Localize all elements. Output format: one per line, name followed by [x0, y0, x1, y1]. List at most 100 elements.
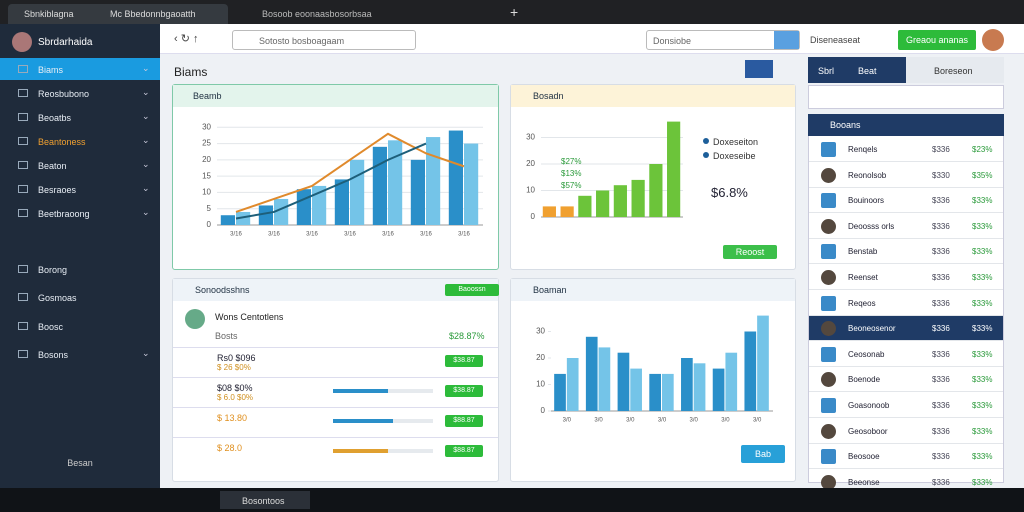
button[interactable]: Bab	[741, 445, 785, 463]
tab-bar: Sbnkiblagna Mc Bbedonnbgaoatth Bosoob eo…	[0, 0, 1024, 24]
row-price: $336	[932, 349, 950, 359]
x-tick-label: 3/16	[306, 232, 318, 238]
legend-swatch	[703, 138, 709, 144]
row-price: $336	[932, 452, 950, 462]
nav-arrow: ⌄	[142, 111, 150, 121]
row-button[interactable]: $38.87	[445, 355, 483, 367]
tab-label[interactable]: Beat	[858, 66, 877, 76]
row-icon	[821, 449, 836, 465]
list-row[interactable]	[809, 214, 1003, 239]
nav-icon	[18, 113, 28, 121]
list-row[interactable]	[809, 444, 1003, 470]
bar	[258, 205, 273, 225]
row-price: $336	[932, 426, 950, 436]
address-bar[interactable]: Sotosto bosboagaam	[232, 30, 416, 50]
link[interactable]: Diseneaseat	[810, 35, 861, 45]
list-row[interactable]	[809, 291, 1003, 316]
row-change: $33%	[972, 375, 993, 385]
button[interactable]: Reoost	[723, 245, 777, 259]
annotation: $27%	[561, 157, 582, 166]
row-divider	[173, 347, 498, 348]
avatar[interactable]	[982, 29, 1004, 51]
row-icon	[821, 167, 836, 183]
row-name: Reenset	[848, 273, 878, 282]
y-tick-label: 25	[202, 139, 211, 148]
nav-label: Beoatbs	[38, 113, 72, 123]
search[interactable]: Donsiobe	[646, 30, 800, 50]
x-tick-label: 3/0	[690, 418, 699, 424]
nav-label: Biams	[38, 65, 64, 75]
list-row[interactable]	[809, 188, 1003, 214]
x-tick-label: 3/0	[563, 418, 572, 424]
x-tick-label: 3/0	[721, 418, 730, 424]
tool-row[interactable]	[808, 85, 1004, 109]
primary-button[interactable]: Greaou ananas	[898, 30, 976, 50]
nav-item[interactable]	[0, 58, 160, 80]
y-tick-label: 30	[526, 133, 535, 142]
list-row[interactable]	[809, 393, 1003, 418]
y-tick-label: 5	[207, 204, 212, 213]
nav-arrow: ⌄	[142, 159, 150, 169]
row-change: $33%	[972, 221, 993, 231]
row-label: $ 28.0	[217, 443, 243, 453]
list-row[interactable]	[809, 163, 1003, 188]
list-row[interactable]	[809, 367, 1003, 393]
bar	[617, 352, 630, 411]
row-icon	[821, 398, 836, 413]
tab[interactable]	[8, 4, 228, 24]
row-button[interactable]: $88.87	[445, 415, 483, 427]
panel-header: Sonoodsshns	[173, 279, 498, 301]
row-label: Rs0 $096	[217, 353, 256, 363]
list-row[interactable]	[809, 419, 1003, 444]
column: Bosts	[215, 331, 238, 341]
nav[interactable]: ‹ ↻ ↑	[174, 33, 199, 45]
nav-icon	[18, 321, 28, 330]
list-row[interactable]	[809, 137, 1003, 162]
panel: Bosadn Pospnoobritoirtss0102030Doxeseito…	[510, 84, 796, 270]
x-tick-label: 3/16	[344, 232, 356, 238]
row-name: Beeonse	[848, 477, 880, 487]
row-change: $23%	[972, 145, 993, 154]
bar	[596, 190, 610, 217]
row-name: Ceosonab	[848, 349, 885, 359]
view-button[interactable]	[745, 60, 773, 78]
sidebar-footer[interactable]: Besan	[67, 458, 93, 468]
list-row[interactable]	[809, 265, 1003, 290]
taskbar-app[interactable]	[220, 491, 310, 509]
total: $28.87%	[449, 331, 485, 341]
legend-swatch	[703, 152, 709, 158]
row-divider	[173, 437, 498, 438]
bar	[693, 363, 706, 411]
list-row[interactable]	[809, 239, 1003, 265]
list	[808, 114, 1004, 483]
legend-label: Doxeseiton	[713, 137, 759, 147]
nav-label: Reosbubono	[38, 89, 90, 99]
tab[interactable]	[906, 57, 1004, 83]
row-change: $35%	[972, 170, 993, 180]
search-button[interactable]	[774, 31, 799, 49]
badge[interactable]: Baoossn	[445, 284, 499, 296]
row-name: Reqeos	[848, 298, 876, 308]
bar	[410, 159, 425, 225]
nav-label: Bosons	[38, 350, 69, 360]
row-name: Boenode	[848, 375, 881, 385]
new-tab[interactable]: +	[510, 4, 519, 20]
list-row[interactable]	[809, 342, 1003, 367]
tab-label[interactable]: Sbrl	[818, 66, 835, 76]
tab-label[interactable]: Boreseon	[934, 66, 973, 76]
row-price: $336	[932, 401, 950, 410]
bar	[712, 368, 725, 411]
tab[interactable]	[808, 57, 906, 83]
x-tick-label: 3/16	[268, 232, 280, 238]
bar	[464, 143, 479, 225]
bar	[220, 215, 235, 225]
avatar	[12, 32, 32, 52]
bar	[613, 185, 627, 217]
row-button[interactable]: $38.87	[445, 385, 483, 397]
legend-label: Doxeseibe	[713, 151, 756, 161]
tab-title[interactable]: Bosoob eoonaasbosorbsaa	[262, 9, 372, 19]
row-button[interactable]: $88.87	[445, 445, 483, 457]
list-row[interactable]	[809, 316, 1003, 342]
bar	[585, 336, 598, 411]
nav-icon	[18, 137, 28, 145]
